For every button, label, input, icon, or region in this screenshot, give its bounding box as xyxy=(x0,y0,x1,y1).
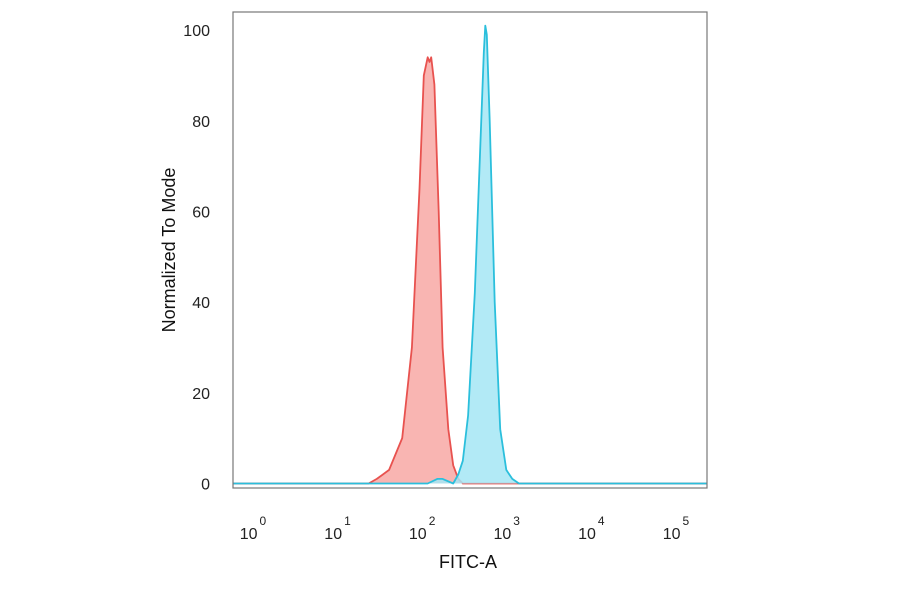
x-tick-exponent: 4 xyxy=(598,514,605,528)
x-tick-base: 10 xyxy=(240,526,258,543)
series-2-line xyxy=(233,24,707,485)
x-tick-label: 101 xyxy=(324,514,351,543)
x-tick-label: 100 xyxy=(240,514,267,543)
x-tick-label: 103 xyxy=(494,514,521,543)
y-tick-label: 40 xyxy=(192,295,210,312)
y-tick-label: 0 xyxy=(201,477,210,494)
x-tick-exponent: 5 xyxy=(683,514,690,528)
x-tick-base: 10 xyxy=(494,526,512,543)
y-tick-label: 100 xyxy=(183,23,210,40)
y-tick-label: 80 xyxy=(192,114,210,131)
x-tick-label: 104 xyxy=(578,514,605,543)
x-tick-exponent: 0 xyxy=(260,514,267,528)
x-tick-exponent: 2 xyxy=(429,514,436,528)
x-tick-label: 105 xyxy=(663,514,690,543)
y-tick-label: 20 xyxy=(192,386,210,403)
y-axis-title: Normalized To Mode xyxy=(159,168,179,333)
x-tick-exponent: 1 xyxy=(344,514,351,528)
series-layer xyxy=(233,24,707,485)
x-tick-exponent: 3 xyxy=(513,514,520,528)
x-tick-base: 10 xyxy=(409,526,427,543)
x-tick-base: 10 xyxy=(663,526,681,543)
x-tick-base: 10 xyxy=(324,526,342,543)
x-tick-label: 102 xyxy=(409,514,436,543)
x-axis-title: FITC-A xyxy=(439,552,497,572)
plot-frame xyxy=(232,11,708,489)
y-tick-label: 60 xyxy=(192,205,210,222)
series-2-area xyxy=(233,25,707,484)
x-tick-base: 10 xyxy=(578,526,596,543)
y-tick-labels: 0 20 40 60 80 100 xyxy=(183,23,210,493)
